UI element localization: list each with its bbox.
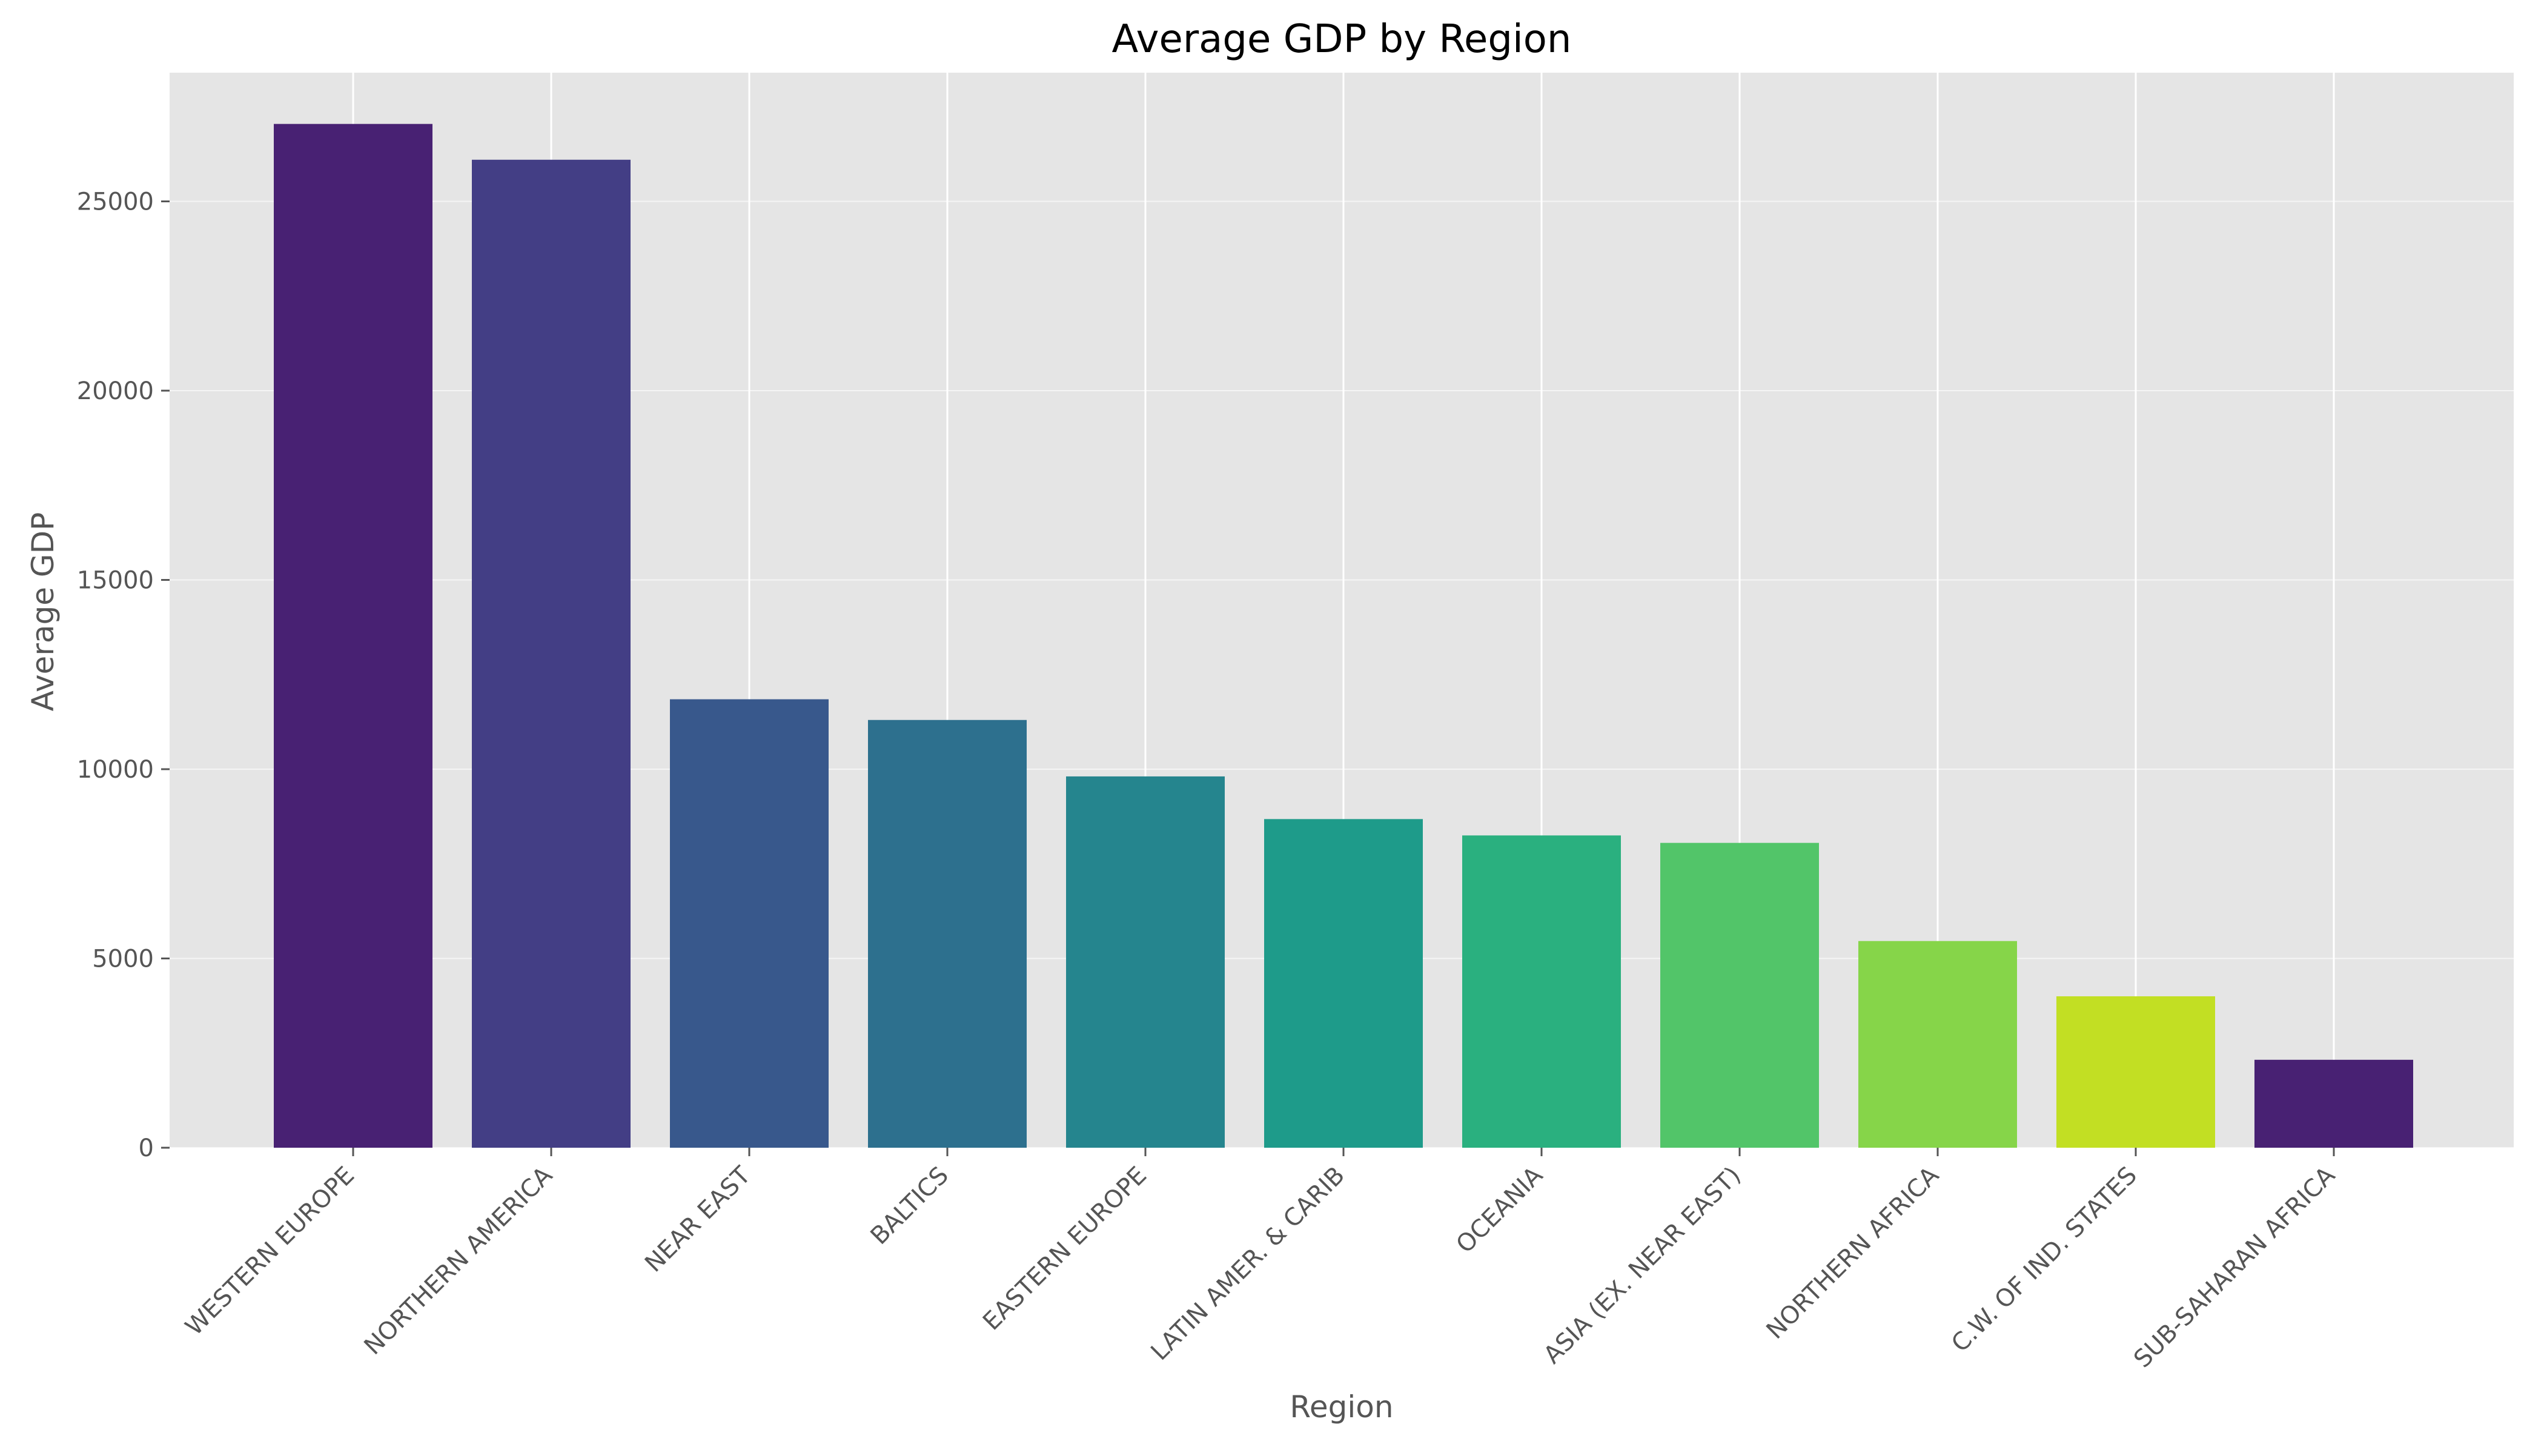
chart-title: Average GDP by Region — [1112, 17, 1572, 62]
bars — [274, 124, 2413, 1148]
y-tick-label: 0 — [139, 1134, 154, 1162]
bar — [1858, 941, 2017, 1148]
y-axis-ticks: 0 5000 10000 15000 20000 25000 — [77, 188, 170, 1162]
y-tick-label: 15000 — [77, 567, 154, 595]
y-tick-label: 20000 — [77, 377, 154, 405]
bar — [1462, 835, 1621, 1148]
x-axis-label: Region — [1290, 1389, 1393, 1425]
bar — [472, 159, 631, 1148]
bar — [670, 699, 829, 1148]
y-tick-label: 25000 — [77, 188, 154, 216]
bar — [1264, 819, 1423, 1148]
bar — [868, 720, 1027, 1148]
y-tick-label: 5000 — [92, 945, 154, 973]
y-axis-label: Average GDP — [25, 512, 61, 712]
bar — [274, 124, 432, 1148]
bar — [2056, 996, 2215, 1148]
bar — [2254, 1059, 2413, 1148]
y-tick-label: 10000 — [77, 756, 154, 784]
bar — [1066, 776, 1225, 1148]
bar — [1660, 842, 1819, 1148]
